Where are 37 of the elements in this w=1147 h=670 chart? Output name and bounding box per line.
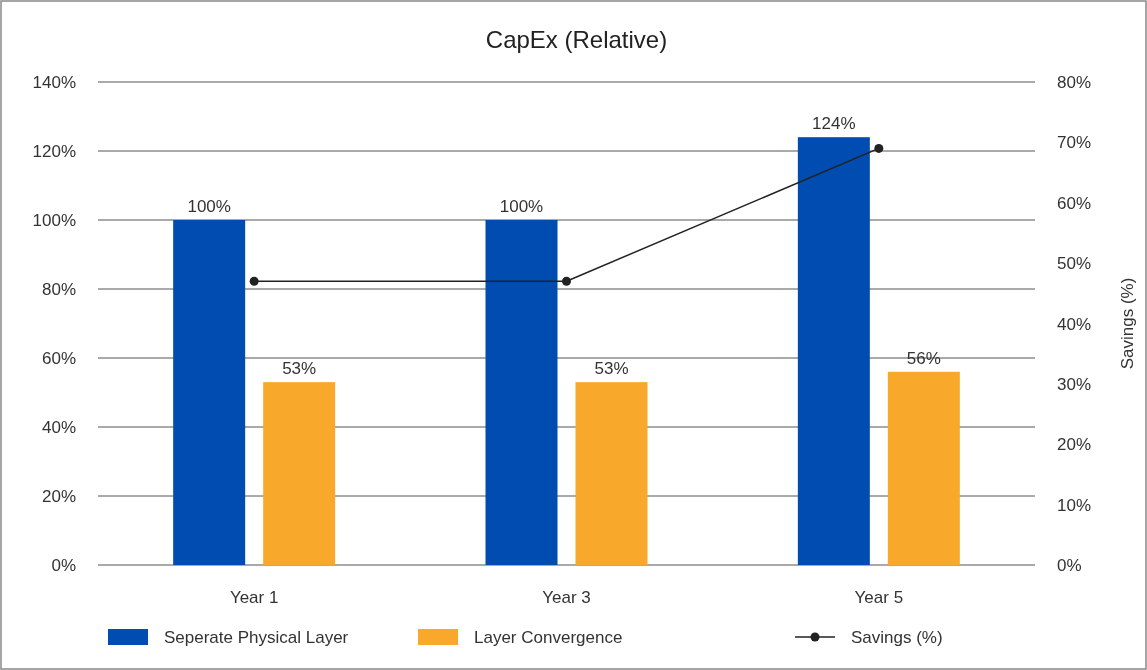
x-tick-label: Year 5 (854, 588, 904, 607)
data-label: 100% (187, 197, 231, 216)
bar (173, 220, 246, 565)
y2-tick-label: 60% (1057, 193, 1092, 213)
y-tick-label: 60% (41, 349, 76, 368)
y-tick-label: 120% (32, 142, 76, 161)
legend-label: Seperate Physical Layer (164, 628, 349, 647)
y2-axis-title: Savings (%) (1118, 277, 1137, 370)
y-tick-label: 80% (41, 280, 76, 299)
bar (887, 371, 960, 565)
chart-title: CapEx (Relative) (485, 26, 668, 53)
x-tick-label: Year 3 (542, 588, 591, 607)
y2-tick-label: 80% (1057, 73, 1092, 92)
data-label: 56% (906, 348, 941, 368)
y-tick-label: 20% (41, 487, 76, 506)
bar (263, 382, 336, 565)
bar (575, 382, 648, 565)
legend-label: Layer Convergence (474, 628, 623, 647)
data-label: 53% (594, 359, 629, 379)
y2-tick-label: 50% (1057, 254, 1092, 274)
y2-tick-label: 40% (1057, 314, 1092, 334)
y2-tick-label: 70% (1057, 133, 1092, 153)
y2-tick-label: 0% (1057, 556, 1082, 575)
data-label: 124% (812, 114, 856, 134)
y-tick-label: 0% (51, 556, 76, 575)
bar (485, 220, 558, 565)
data-label: 53% (282, 359, 317, 379)
y2-tick-label: 10% (1057, 495, 1092, 515)
y-tick-label: 100% (32, 211, 76, 230)
x-tick-label: Year 1 (229, 588, 279, 607)
y-tick-label: 40% (41, 418, 76, 437)
data-label: 100% (499, 197, 544, 216)
y-tick-label: 140% (32, 73, 76, 92)
bar (797, 137, 870, 565)
y2-tick-label: 20% (1057, 435, 1092, 455)
y2-tick-label: 30% (1057, 374, 1092, 394)
legend-label: Savings (%) (851, 628, 943, 647)
